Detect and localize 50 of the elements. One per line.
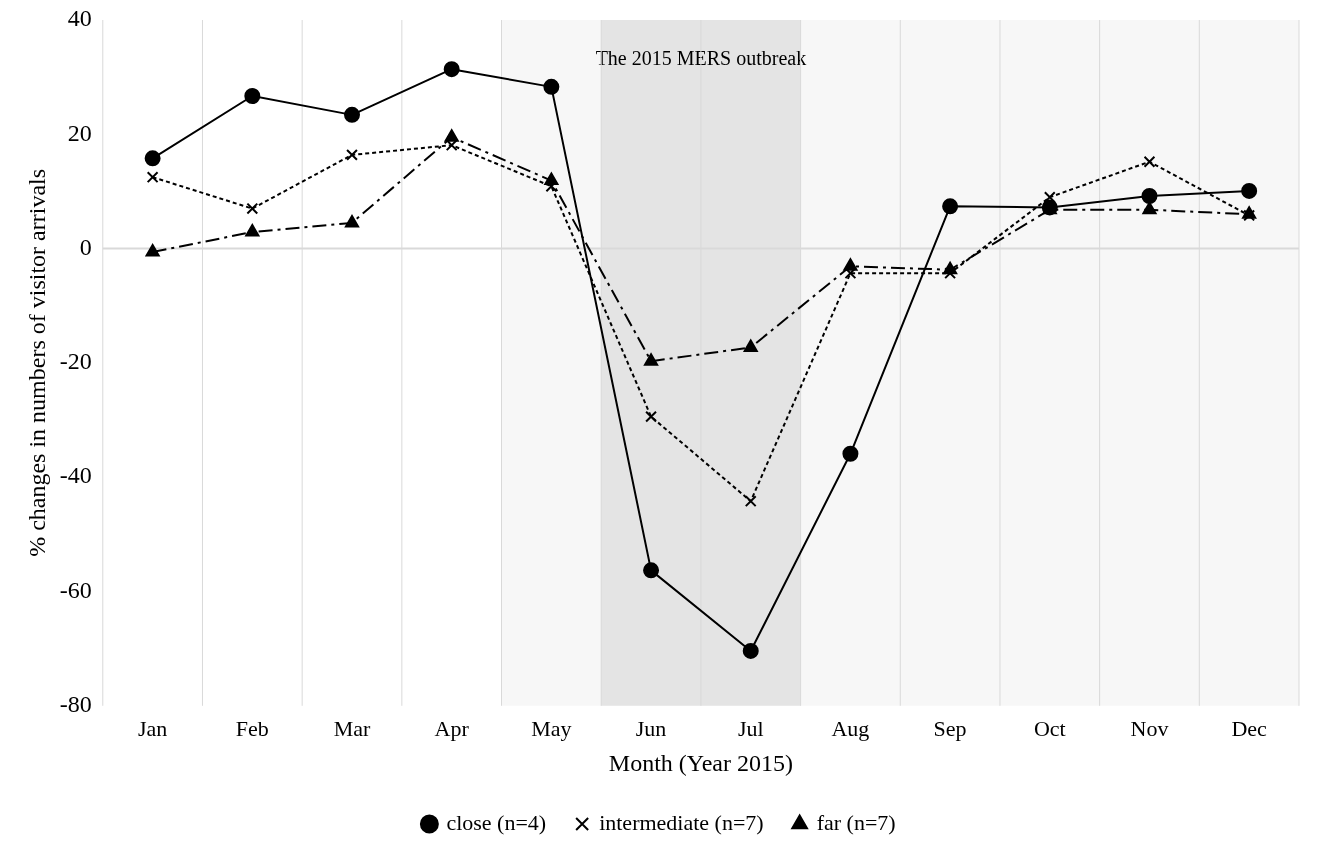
band-label: The 2015 MERS outbreak [595, 47, 807, 70]
point [144, 150, 161, 167]
y-tick-label: -40 [59, 462, 92, 489]
x-axis-title: Month (Year 2015) [608, 749, 794, 776]
point [146, 171, 159, 184]
x-tick-label: Oct [1033, 715, 1066, 741]
point [744, 495, 757, 508]
point [344, 214, 360, 228]
x-tick-label: Apr [434, 715, 470, 741]
point [645, 410, 657, 423]
legend-label: far (n=7) [816, 809, 896, 835]
point [543, 78, 560, 95]
legend-label: close (n=4) [446, 809, 547, 835]
point [942, 198, 959, 215]
point [643, 353, 659, 366]
point [246, 202, 259, 215]
point [1141, 188, 1158, 205]
y-tick-label: 0 [79, 233, 92, 260]
point [1241, 182, 1258, 199]
y-tick-label: 40 [67, 5, 92, 32]
x-tick-label: Sep [933, 715, 967, 741]
x-tick-label: May [531, 715, 572, 741]
x-tick-label: Aug [831, 715, 870, 741]
legend-label: intermediate (n=7) [599, 809, 764, 835]
x-tick-label: Mar [333, 715, 371, 741]
point [344, 106, 360, 123]
y-tick-label: 20 [67, 119, 92, 146]
point [244, 88, 261, 105]
point [643, 562, 660, 579]
x-tick-label: Feb [235, 715, 269, 741]
point [743, 339, 758, 352]
point [346, 148, 358, 161]
x-tick-label: Jun [635, 715, 667, 741]
point [443, 61, 460, 78]
point [1143, 155, 1156, 168]
point [444, 129, 459, 142]
x-tick-label: Jan [137, 715, 168, 741]
y-tick-label: -60 [59, 576, 92, 603]
y-axis-title: % changes in numbers of visitor arrivals [23, 168, 50, 557]
y-tick-label: -20 [59, 348, 92, 375]
point [245, 224, 260, 237]
point [944, 267, 957, 280]
x-tick-label: Jul [737, 715, 764, 741]
x-tick-label: Dec [1231, 715, 1268, 741]
point [145, 244, 160, 257]
x-tick-label: Nov [1130, 715, 1169, 741]
y-tick-label: -80 [59, 691, 92, 718]
point [842, 445, 859, 462]
point [742, 642, 759, 659]
point [1142, 201, 1157, 215]
